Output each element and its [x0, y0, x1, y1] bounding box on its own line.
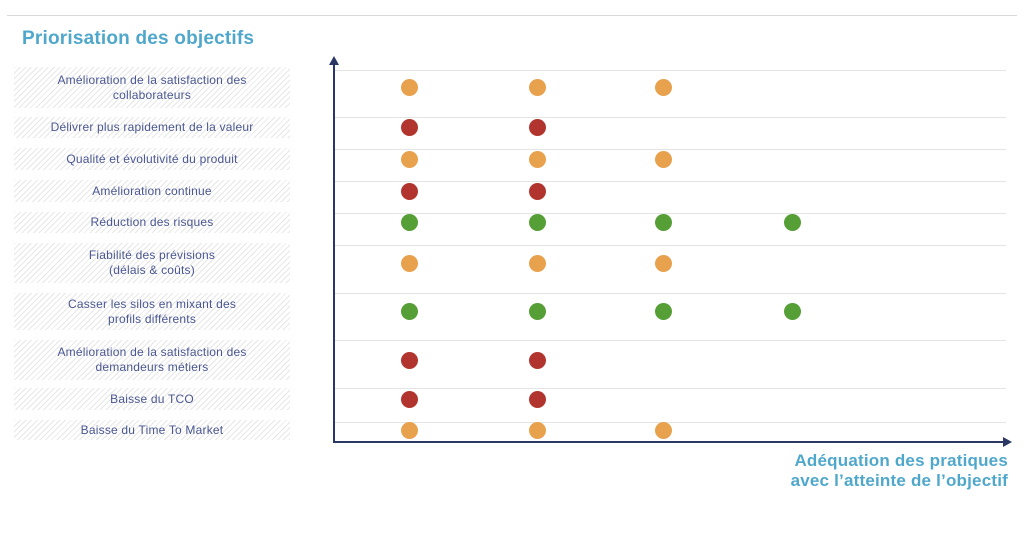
rating-dot-red — [528, 390, 546, 408]
y-axis-arrow-icon — [329, 56, 339, 65]
objective-label: Baisse du TCO — [14, 388, 290, 410]
objective-label-line: demandeurs métiers — [95, 360, 209, 374]
objective-label-line: Baisse du Time To Market — [80, 422, 224, 437]
rating-dot-red — [400, 351, 418, 369]
x-axis-label-line1: Adéquation des pratiques — [794, 451, 1008, 470]
rating-dot-orange — [528, 150, 546, 168]
x-axis — [333, 441, 1003, 443]
top-divider — [7, 15, 1017, 16]
gridline — [334, 117, 1006, 118]
objective-label-line: Délivrer plus rapidement de la valeur — [50, 120, 254, 134]
objective-label: Amélioration continue — [14, 180, 290, 202]
rating-dot-red — [400, 390, 418, 408]
rating-dot-green — [783, 214, 801, 231]
objective-label-line: Amélioration de la satisfaction des — [57, 345, 247, 359]
gridline — [334, 213, 1006, 214]
rating-dot-red — [528, 351, 546, 369]
objective-label-line: Fiabilité des prévisions — [88, 248, 216, 262]
rating-dot-red — [400, 119, 418, 136]
page-title: Priorisation des objectifs — [22, 28, 255, 49]
objective-label-line: (délais & coûts) — [109, 263, 195, 277]
x-axis-arrow-icon — [1003, 437, 1012, 447]
rating-dot-green — [654, 303, 672, 320]
rating-dot-green — [783, 303, 801, 320]
objective-label-line: Réduction des risques — [90, 215, 214, 229]
rating-dot-orange — [528, 421, 546, 439]
x-axis-label-line2: avec l’atteinte de l’objectif — [790, 471, 1008, 490]
gridline — [334, 422, 1006, 423]
gridline — [334, 149, 1006, 150]
rating-dot-orange — [528, 79, 546, 96]
rating-dot-orange — [654, 254, 672, 272]
objective-label-line: Amélioration continue — [92, 183, 212, 198]
rating-dot-orange — [528, 254, 546, 272]
objective-label: Baisse du Time To Market — [14, 420, 290, 440]
objective-label: Qualité et évolutivité du produit — [14, 148, 290, 170]
gridline — [334, 293, 1006, 294]
rating-dot-green — [528, 303, 546, 320]
objective-label: Casser les silos en mixant des profils di… — [14, 293, 290, 330]
y-axis — [333, 64, 335, 442]
objective-label: Amélioration de la satisfaction des colla… — [14, 67, 290, 108]
objective-label-line: Amélioration de la satisfaction des — [57, 72, 247, 87]
rating-dot-orange — [654, 79, 672, 96]
x-axis-label: Adéquation des pratiques avec l’atteinte… — [791, 451, 1008, 491]
objective-label: Amélioration de la satisfaction des deman… — [14, 340, 290, 380]
objective-label: Réduction des risques — [14, 212, 290, 233]
rating-dot-red — [528, 119, 546, 136]
rating-dot-orange — [400, 79, 418, 96]
objective-label-line: Baisse du TCO — [110, 391, 194, 406]
objective-label: Délivrer plus rapidement de la valeur — [14, 117, 290, 138]
rating-dot-green — [400, 214, 418, 231]
rating-dot-orange — [400, 150, 418, 168]
objective-label-line: Qualité et évolutivité du produit — [66, 151, 238, 166]
objective-label-line: Casser les silos en mixant des — [67, 296, 237, 311]
objective-label-line: profils différents — [107, 311, 197, 326]
rating-dot-red — [528, 182, 546, 200]
objective-label: Fiabilité des prévisions (délais & coûts) — [14, 243, 290, 283]
rating-dot-green — [400, 303, 418, 320]
rating-dot-orange — [654, 150, 672, 168]
gridline — [334, 70, 1006, 71]
rating-dot-orange — [654, 421, 672, 439]
rating-dot-green — [528, 214, 546, 231]
gridline — [334, 181, 1006, 182]
objective-label-line: collaborateurs — [112, 87, 192, 102]
rating-dot-red — [400, 182, 418, 200]
rating-dot-green — [654, 214, 672, 231]
gridline — [334, 388, 1006, 389]
gridline — [334, 245, 1006, 246]
gridline — [334, 340, 1006, 341]
rating-dot-orange — [400, 254, 418, 272]
rating-dot-orange — [400, 421, 418, 439]
